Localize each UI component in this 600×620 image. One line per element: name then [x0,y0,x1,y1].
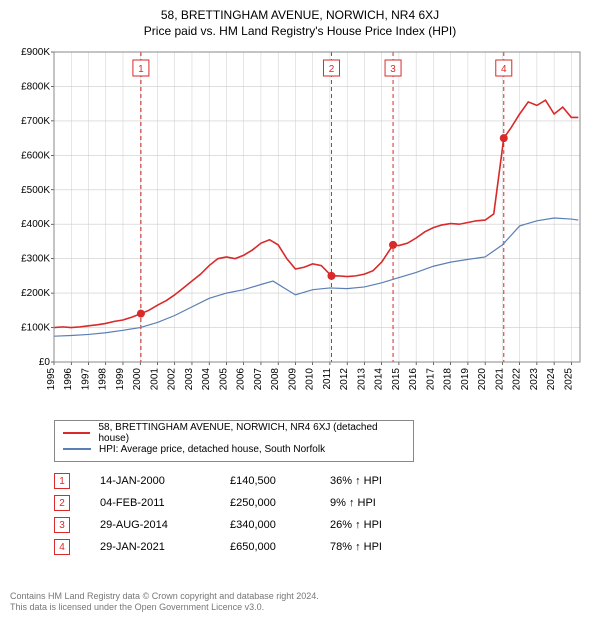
x-axis-label: 2004 [201,368,212,391]
x-axis-label: 2017 [425,368,436,391]
transaction-date: 29-AUG-2014 [100,519,230,531]
transaction-date: 29-JAN-2021 [100,541,230,553]
sale-point-dot [389,241,397,249]
x-axis-label: 2019 [460,368,471,391]
chart-container: 58, BRETTINGHAM AVENUE, NORWICH, NR4 6XJ… [0,0,600,620]
x-axis-label: 2011 [322,368,333,390]
y-axis-label: £200K [21,288,50,299]
y-axis-label: £300K [21,254,50,265]
x-axis-label: 2003 [184,368,195,391]
sale-point-dot [137,310,145,318]
marker-number: 3 [390,64,396,75]
x-axis-label: 1996 [63,368,74,391]
x-axis-label: 1995 [46,368,57,391]
y-axis-label: £500K [21,185,50,196]
x-axis-label: 2022 [512,368,523,391]
transaction-price: £140,500 [230,475,330,487]
x-axis-label: 2000 [132,368,143,391]
transaction-price: £340,000 [230,519,330,531]
x-axis-label: 2024 [546,368,557,391]
x-axis-label: 2025 [563,368,574,391]
x-axis-label: 2009 [287,368,298,391]
footer-line-2: This data is licensed under the Open Gov… [10,602,590,614]
x-axis-label: 2008 [270,368,281,391]
x-axis-label: 2020 [477,368,488,391]
transaction-pct: 9% ↑ HPI [330,497,450,509]
legend-box: 58, BRETTINGHAM AVENUE, NORWICH, NR4 6XJ… [54,420,414,462]
transaction-row: 4 29-JAN-2021£650,00078% ↑ HPI [54,536,590,558]
footer-line-1: Contains HM Land Registry data © Crown c… [10,591,590,603]
x-axis-label: 2005 [218,368,229,391]
transaction-marker: 3 [54,517,70,533]
x-axis-label: 2018 [443,368,454,391]
title-line-2: Price paid vs. HM Land Registry's House … [10,24,590,38]
marker-number: 1 [138,64,144,75]
legend-label: HPI: Average price, detached house, Sout… [99,444,325,455]
sale-point-dot [500,134,508,142]
x-axis-label: 2006 [236,368,247,391]
sale-point-dot [327,272,335,280]
transaction-marker: 4 [54,539,70,555]
transaction-marker: 1 [54,473,70,489]
legend-swatch [63,448,91,450]
transaction-pct: 36% ↑ HPI [330,475,450,487]
x-axis-label: 2015 [391,368,402,391]
footer-text: Contains HM Land Registry data © Crown c… [10,591,590,614]
transaction-row: 1 14-JAN-2000£140,50036% ↑ HPI [54,470,590,492]
marker-number: 4 [501,64,507,75]
x-axis-label: 2016 [408,368,419,391]
transaction-table: 1 14-JAN-2000£140,50036% ↑ HPI 2 04-FEB-201… [54,470,590,558]
x-axis-label: 1997 [80,368,91,391]
x-axis-label: 2014 [374,368,385,391]
transaction-pct: 78% ↑ HPI [330,541,450,553]
x-axis-label: 1999 [115,368,126,391]
y-axis-label: £400K [21,219,50,230]
x-axis-label: 2002 [167,368,178,391]
legend-swatch [63,432,90,434]
y-axis-label: £100K [21,323,50,334]
legend-row: 58, BRETTINGHAM AVENUE, NORWICH, NR4 6XJ… [63,425,405,441]
y-axis-label: £800K [21,81,50,92]
x-axis-label: 2012 [339,368,350,391]
transaction-marker: 2 [54,495,70,511]
transaction-date: 04-FEB-2011 [100,497,230,509]
y-axis-label: £600K [21,150,50,161]
transaction-price: £250,000 [230,497,330,509]
x-axis-label: 1998 [98,368,109,391]
x-axis-label: 2010 [305,368,316,391]
transaction-pct: 26% ↑ HPI [330,519,450,531]
x-axis-label: 2001 [149,368,160,391]
x-axis-label: 2007 [253,368,264,391]
transaction-date: 14-JAN-2000 [100,475,230,487]
x-axis-label: 2021 [494,368,505,391]
y-axis-label: £900K [21,47,50,58]
chart-area: £0 £100K £200K £300K £400K £500K £600K £700K £80… [10,44,590,414]
transaction-row: 2 04-FEB-2011£250,0009% ↑ HPI [54,492,590,514]
transaction-row: 3 29-AUG-2014£340,00026% ↑ HPI [54,514,590,536]
x-axis-label: 2013 [356,368,367,391]
x-axis-label: 2023 [529,368,540,391]
price-chart-svg: £0 £100K £200K £300K £400K £500K £600K £700K £80… [10,44,590,414]
legend-label: 58, BRETTINGHAM AVENUE, NORWICH, NR4 6XJ… [98,422,405,444]
transaction-price: £650,000 [230,541,330,553]
title-line-1: 58, BRETTINGHAM AVENUE, NORWICH, NR4 6XJ [10,8,590,22]
marker-number: 2 [329,64,335,75]
y-axis-label: £0 [39,357,51,368]
y-axis-label: £700K [21,116,50,127]
